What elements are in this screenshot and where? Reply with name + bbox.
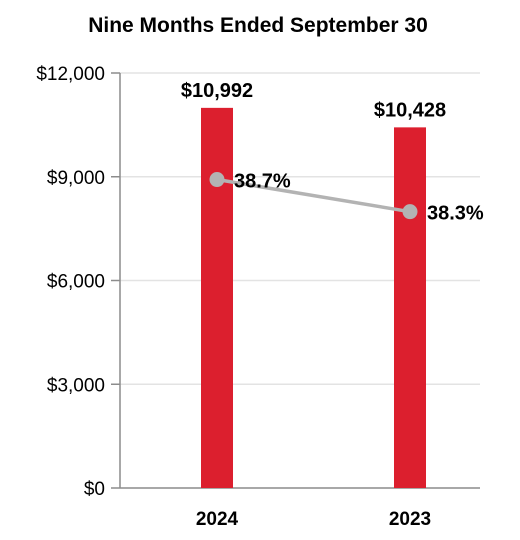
- bars: $10,992 $10,428: [181, 80, 446, 489]
- bar-value-label: $10,992: [181, 80, 253, 102]
- line-series-path: [216, 177, 411, 214]
- line-point-label: 38.3%: [427, 203, 484, 225]
- bar-2023: [394, 127, 426, 489]
- line-point: [209, 172, 225, 188]
- line-point: [402, 204, 418, 220]
- y-tick-label: $3,000: [47, 375, 105, 396]
- y-tick-label: $9,000: [47, 168, 105, 189]
- y-tick-label: $6,000: [47, 272, 105, 293]
- x-axis: 2024 2023: [120, 487, 480, 530]
- bar-value-label: $10,428: [374, 99, 446, 121]
- chart-title: Nine Months Ended September 30: [88, 14, 428, 37]
- y-axis: $0 $3,000 $6,000 $9,000 $12,000: [36, 64, 121, 500]
- bar-2024: [201, 107, 233, 489]
- y-tick-label: $0: [84, 479, 105, 500]
- x-tick-label: 2024: [196, 509, 239, 530]
- line-point-label: 38.7%: [234, 171, 291, 193]
- line-series: 38.7% 38.3%: [209, 171, 484, 225]
- y-tick-label: $12,000: [36, 64, 105, 85]
- x-tick-label: 2023: [389, 509, 431, 530]
